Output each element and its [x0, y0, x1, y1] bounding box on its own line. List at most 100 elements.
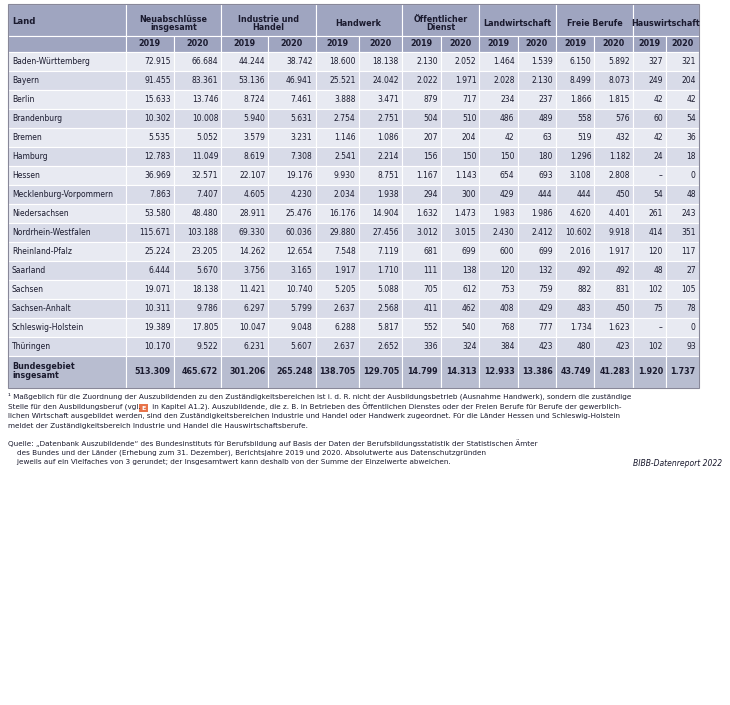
Bar: [518, 147, 556, 166]
Bar: [8, 337, 126, 356]
Bar: [480, 299, 518, 318]
Text: Bayern: Bayern: [12, 76, 39, 85]
Bar: [221, 204, 269, 223]
Text: 10.602: 10.602: [565, 228, 591, 237]
Text: 681: 681: [423, 247, 438, 256]
Bar: [633, 204, 666, 223]
Bar: [269, 109, 315, 128]
Text: 7.548: 7.548: [334, 247, 356, 256]
Text: 777: 777: [538, 323, 553, 332]
Text: 5.535: 5.535: [149, 133, 171, 142]
Bar: [666, 356, 699, 388]
Bar: [221, 147, 269, 166]
Bar: [402, 90, 441, 109]
Bar: [441, 128, 480, 147]
Bar: [633, 4, 699, 36]
Bar: [480, 90, 518, 109]
Text: Bremen: Bremen: [12, 133, 42, 142]
Bar: [402, 147, 441, 166]
Text: Land: Land: [12, 17, 35, 26]
Bar: [441, 242, 480, 261]
Text: 18.138: 18.138: [373, 57, 399, 66]
Text: 408: 408: [500, 304, 515, 313]
Text: 243: 243: [681, 209, 696, 218]
Bar: [441, 204, 480, 223]
Bar: [633, 128, 666, 147]
Text: 43.749: 43.749: [561, 367, 591, 376]
Bar: [8, 90, 126, 109]
Bar: [126, 356, 174, 388]
Bar: [269, 356, 315, 388]
Text: 54: 54: [686, 114, 696, 123]
Bar: [269, 299, 315, 318]
Text: 301.206: 301.206: [229, 367, 266, 376]
Bar: [315, 185, 358, 204]
Text: Handwerk: Handwerk: [336, 19, 382, 28]
Bar: [556, 204, 594, 223]
Bar: [358, 299, 402, 318]
Bar: [358, 242, 402, 261]
Bar: [358, 318, 402, 337]
Text: Thüringen: Thüringen: [12, 342, 51, 351]
Bar: [358, 185, 402, 204]
Text: 3.012: 3.012: [416, 228, 438, 237]
Text: 2020: 2020: [369, 39, 391, 49]
Bar: [480, 166, 518, 185]
Bar: [594, 356, 633, 388]
Bar: [480, 223, 518, 242]
Bar: [221, 318, 269, 337]
Text: 18.138: 18.138: [192, 285, 218, 294]
Bar: [594, 128, 633, 147]
Text: 5.940: 5.940: [244, 114, 266, 123]
Text: 423: 423: [538, 342, 553, 351]
Bar: [518, 318, 556, 337]
Bar: [518, 261, 556, 280]
Text: 1.473: 1.473: [455, 209, 477, 218]
Text: 2.637: 2.637: [334, 342, 356, 351]
Bar: [594, 299, 633, 318]
Bar: [358, 280, 402, 299]
Text: Mecklenburg-Vorpommern: Mecklenburg-Vorpommern: [12, 190, 113, 199]
Bar: [358, 147, 402, 166]
Bar: [358, 128, 402, 147]
Text: 600: 600: [500, 247, 515, 256]
Bar: [221, 128, 269, 147]
Text: 2019: 2019: [234, 39, 256, 49]
Text: 41.283: 41.283: [599, 367, 630, 376]
Bar: [402, 128, 441, 147]
Text: 8.619: 8.619: [244, 152, 266, 161]
Text: 336: 336: [423, 342, 438, 351]
Bar: [480, 261, 518, 280]
Text: 7.308: 7.308: [291, 152, 312, 161]
Text: 111: 111: [423, 266, 438, 275]
Text: 11.049: 11.049: [192, 152, 218, 161]
Text: 699: 699: [538, 247, 553, 256]
Text: 83.361: 83.361: [192, 76, 218, 85]
Bar: [666, 147, 699, 166]
Text: 1.971: 1.971: [455, 76, 477, 85]
Bar: [518, 71, 556, 90]
Bar: [556, 242, 594, 261]
Text: 1.710: 1.710: [377, 266, 399, 275]
Text: 8.073: 8.073: [608, 76, 630, 85]
Text: 1.734: 1.734: [569, 323, 591, 332]
Text: 10.311: 10.311: [145, 304, 171, 313]
Text: 2019: 2019: [326, 39, 348, 49]
Bar: [666, 337, 699, 356]
Bar: [174, 204, 221, 223]
Text: 138.705: 138.705: [320, 367, 356, 376]
Bar: [269, 185, 315, 204]
Bar: [633, 261, 666, 280]
Bar: [315, 4, 402, 36]
Bar: [221, 299, 269, 318]
Text: 2.412: 2.412: [531, 228, 553, 237]
Bar: [480, 71, 518, 90]
Text: 3.888: 3.888: [334, 95, 356, 104]
Text: 27.456: 27.456: [372, 228, 399, 237]
Text: 5.817: 5.817: [377, 323, 399, 332]
Bar: [174, 299, 221, 318]
Bar: [126, 71, 174, 90]
Bar: [441, 90, 480, 109]
Text: Stelle für den Ausbildungsberuf (vgl.: Stelle für den Ausbildungsberuf (vgl.: [8, 403, 143, 410]
Bar: [666, 242, 699, 261]
